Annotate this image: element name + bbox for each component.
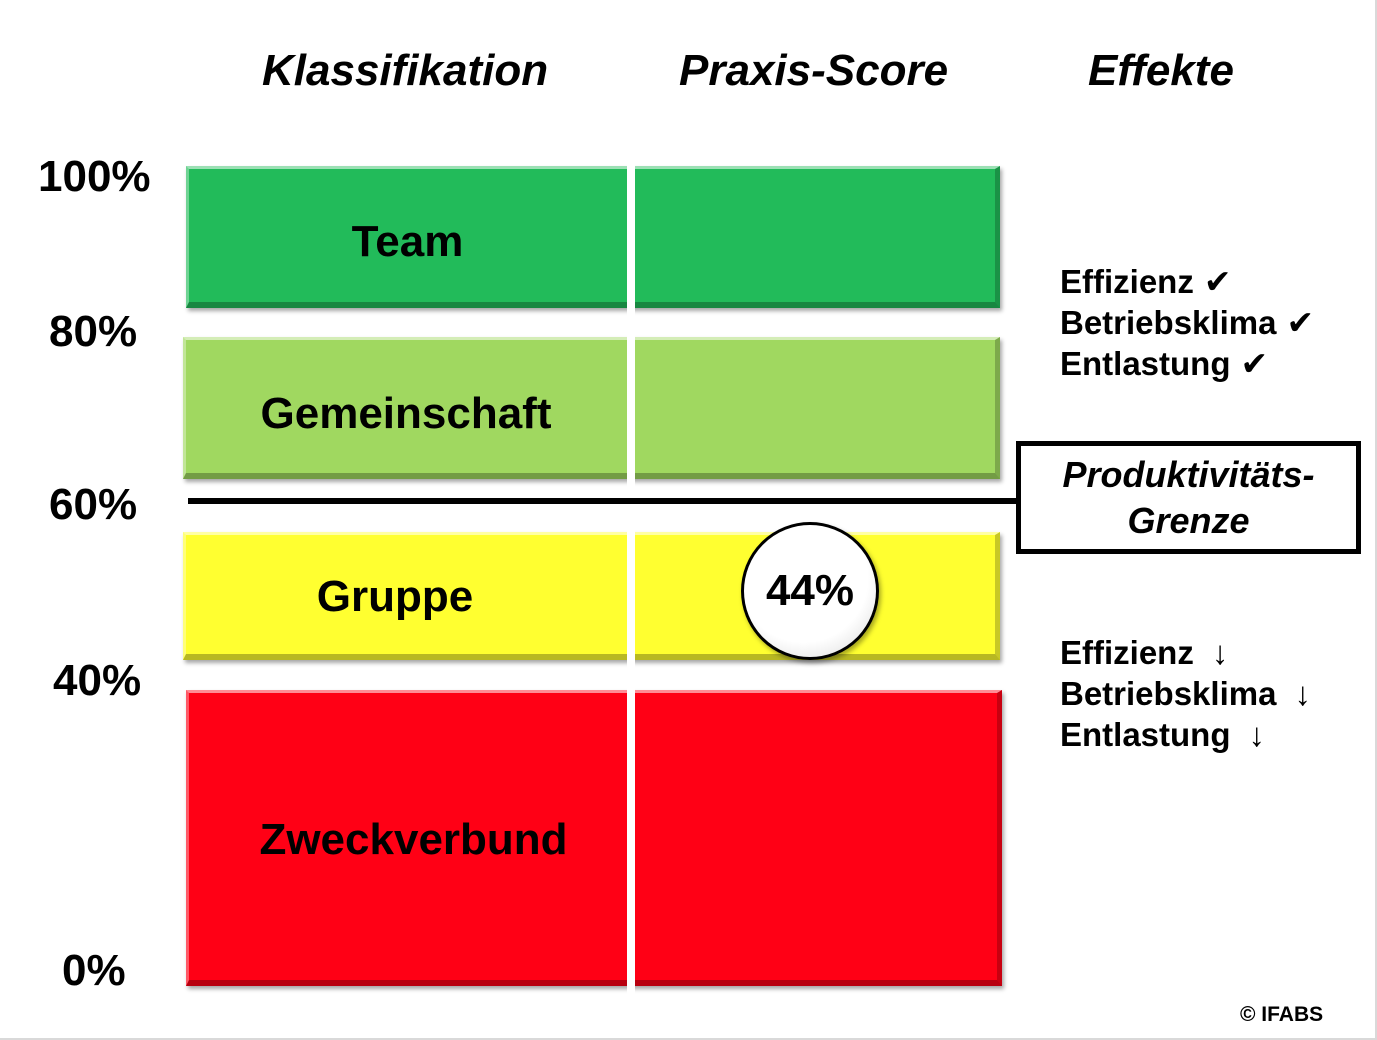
tick-40: 40%	[53, 656, 142, 705]
effect-label: Entlastung	[1060, 716, 1231, 753]
effect-item: Entlastung ✔	[1060, 343, 1314, 384]
effect-label: Entlastung	[1060, 345, 1231, 382]
check-icon: ✔	[1286, 304, 1315, 341]
productivity-threshold-box: Produktivitäts- Grenze	[1016, 441, 1361, 554]
tick-100: 100%	[38, 152, 151, 201]
effect-item: Entlastung ↓	[1060, 714, 1311, 755]
level-label-gruppe: Gruppe	[316, 572, 474, 621]
arrow-down-icon: ↓	[1294, 675, 1311, 712]
effects-negative: Effizienz ↓ Betriebsklima ↓ Entlastung ↓	[1060, 632, 1311, 755]
effects-positive: Effizienz ✔ Betriebsklima ✔ Entlastung ✔	[1060, 261, 1314, 384]
praxis-score-marker: 44%	[741, 522, 879, 660]
copyright: © IFABS	[1240, 1003, 1324, 1026]
bar-gemeinschaft	[183, 337, 1000, 479]
productivity-threshold-line	[188, 498, 1020, 504]
header-classification: Klassifikation	[262, 46, 549, 95]
arrow-down-icon: ↓	[1248, 716, 1266, 753]
effect-label: Betriebsklima	[1060, 675, 1277, 712]
level-label-team: Team	[351, 217, 464, 266]
threshold-label-line1: Produktivitäts-	[1062, 454, 1315, 495]
tick-60: 60%	[49, 480, 138, 529]
header-praxis-score: Praxis-Score	[679, 46, 949, 95]
header-effects: Effekte	[1088, 46, 1234, 95]
bar-zweckverbund	[186, 690, 1002, 986]
effect-item: Betriebsklima ✔	[1060, 302, 1314, 343]
column-divider	[627, 0, 635, 995]
effect-label: Effizienz	[1060, 263, 1194, 300]
effect-item: Betriebsklima ↓	[1060, 673, 1311, 714]
level-label-gemeinschaft: Gemeinschaft	[260, 389, 552, 438]
level-label-zweckverbund: Zweckverbund	[259, 815, 568, 864]
check-icon: ✔	[1240, 345, 1269, 382]
bar-team	[186, 166, 1000, 308]
effect-item: Effizienz ✔	[1060, 261, 1314, 302]
effect-label: Effizienz	[1060, 634, 1194, 671]
arrow-down-icon: ↓	[1211, 634, 1229, 671]
tick-80: 80%	[49, 307, 138, 356]
check-icon: ✔	[1203, 263, 1232, 300]
effect-item: Effizienz ↓	[1060, 632, 1311, 673]
effect-label: Betriebsklima	[1060, 304, 1277, 341]
tick-0: 0%	[62, 946, 126, 995]
threshold-label-line2: Grenze	[1127, 500, 1250, 541]
praxis-score-value: 44%	[765, 566, 855, 615]
